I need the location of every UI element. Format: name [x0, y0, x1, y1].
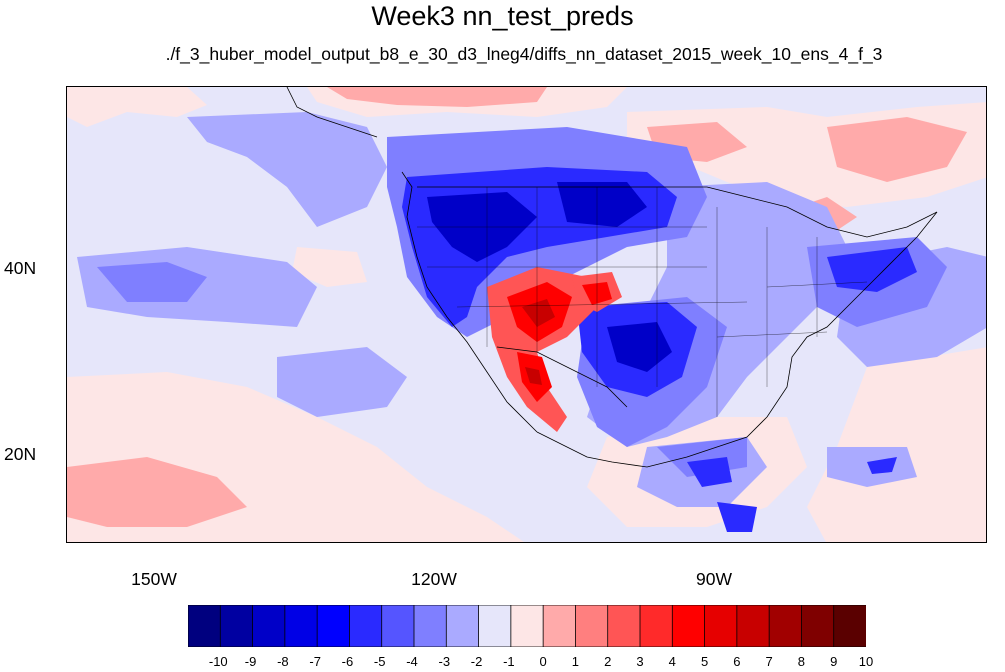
colorbar-swatch: [639, 605, 674, 647]
colorbar-tick-label: -6: [341, 654, 354, 669]
colorbar-swatch: [252, 605, 286, 647]
colorbar-swatch: [188, 605, 222, 647]
lon-label-120w: 120W: [411, 569, 457, 589]
colorbar-tick-label: 0: [539, 654, 547, 669]
colorbar-swatch: [349, 605, 383, 647]
map-field: [67, 87, 986, 542]
colorbar-tick-label: 4: [668, 654, 676, 669]
colorbar-swatch: [542, 605, 577, 647]
lat-label-40n: 40N: [4, 258, 37, 278]
colorbar-swatch: [445, 605, 480, 647]
colorbar-swatch: [607, 605, 641, 647]
colorbar-tick-label: 6: [733, 654, 741, 669]
colorbar-tick-label: 1: [571, 654, 580, 669]
map-subtitle: ./f_3_huber_model_output_b8_e_30_d3_lneg…: [165, 44, 883, 64]
colorbar-swatch: [704, 605, 738, 647]
map-title: Week3 nn_test_preds: [371, 1, 634, 31]
colorbar-tick-label: 5: [700, 654, 709, 669]
colorbar-swatch: [833, 605, 866, 647]
colorbar-tick-label: -7: [309, 654, 321, 669]
colorbar-swatch: [381, 605, 415, 647]
colorbar-tick-label: 9: [830, 654, 838, 669]
colorbar-swatch: [575, 605, 609, 647]
colorbar-tick-label: 3: [636, 654, 644, 669]
colorbar-swatch: [671, 605, 706, 647]
colorbar-tick-label: -9: [244, 654, 257, 669]
coastlines: [286, 87, 938, 468]
colorbar-swatch: [801, 605, 835, 647]
colorbar-swatch: [478, 605, 512, 647]
colorbar: [188, 605, 866, 647]
colorbar-tick-label: -8: [277, 654, 289, 669]
colorbar-swatch: [413, 605, 448, 647]
lon-label-150w: 150W: [131, 569, 177, 589]
colorbar-swatch: [316, 605, 351, 647]
colorbar-swatch: [284, 605, 319, 647]
colorbar-tick-label: 7: [765, 654, 773, 669]
map-panel: [66, 86, 987, 543]
colorbar-tick-label: -4: [406, 654, 418, 669]
colorbar-swatch: [736, 605, 771, 647]
lon-label-90w: 90W: [696, 569, 732, 589]
colorbar-tick-label: -2: [470, 654, 483, 669]
colorbar-tick-label: 8: [797, 654, 806, 669]
colorbar-tick-label: -10: [208, 654, 228, 669]
colorbar-swatch: [768, 605, 803, 647]
lat-label-20n: 20N: [4, 444, 37, 464]
colorbar-tick-label: 2: [604, 654, 612, 669]
colorbar-swatch: [510, 605, 545, 647]
colorbar-tick-label: -5: [373, 654, 386, 669]
colorbar-swatch: [219, 605, 254, 647]
colorbar-tick-label: -3: [438, 654, 451, 669]
colorbar-tick-label: 10: [858, 654, 874, 669]
colorbar-tick-label: -1: [503, 654, 515, 669]
positive-anomaly-peak: [522, 299, 555, 385]
state-borders: [417, 187, 868, 417]
colorbar-labels: -10 -9 -8 -7 -6 -5 -4 -3 -2 -1 0 1 2 3 4 5 6 7 8 9 10: [0, 654, 1005, 672]
